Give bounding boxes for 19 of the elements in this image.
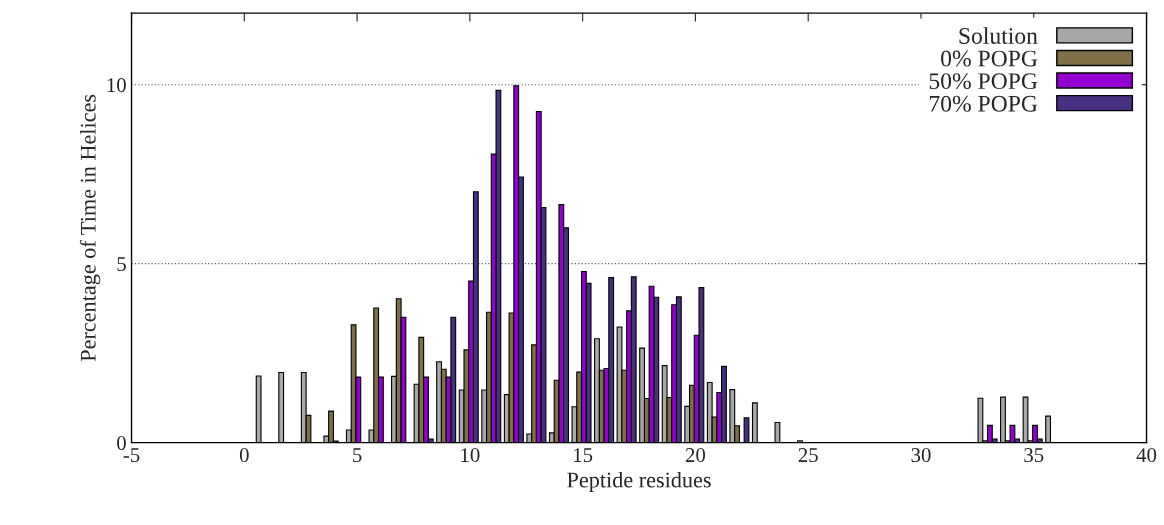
y-tick-label: 0 bbox=[117, 435, 126, 451]
x-tick-label: 15 bbox=[574, 448, 593, 463]
y-tick-label: 5 bbox=[117, 257, 126, 272]
legend-label: Solution bbox=[959, 27, 1038, 44]
legend-label: 50% POPG bbox=[929, 73, 1038, 90]
x-axis-title: Peptide residues bbox=[567, 471, 711, 493]
legend-label: 0% POPG bbox=[941, 50, 1038, 67]
x-tick-label: -5 bbox=[123, 448, 140, 463]
x-tick-label: 35 bbox=[1024, 448, 1044, 463]
x-tick-label: 5 bbox=[353, 448, 362, 463]
x-tick-label: 20 bbox=[685, 448, 706, 463]
legend-label: 70% POPG bbox=[929, 95, 1038, 112]
y-tick-label: 10 bbox=[107, 78, 126, 93]
x-tick-label: 10 bbox=[461, 448, 480, 463]
x-tick-label: 30 bbox=[911, 448, 931, 463]
x-tick-label: 0 bbox=[239, 448, 249, 463]
y-axis-title: Percentage of Time in Helices bbox=[79, 94, 101, 362]
x-tick-label: 40 bbox=[1136, 448, 1157, 463]
x-tick-label: 25 bbox=[798, 448, 818, 463]
